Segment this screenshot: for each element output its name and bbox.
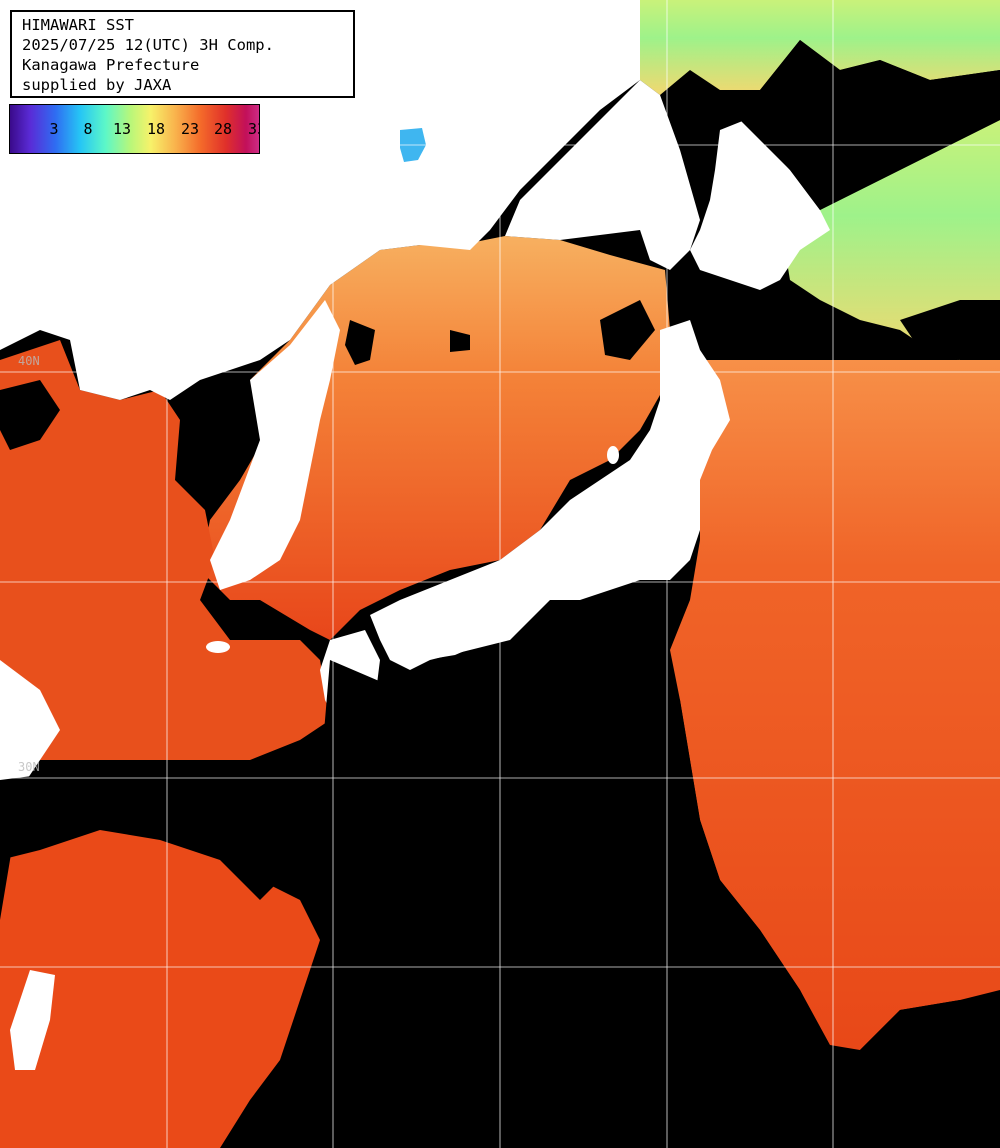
region-name: Kanagawa Prefecture	[22, 56, 200, 74]
land-taiwan	[10, 970, 55, 1070]
island-dot	[607, 446, 619, 464]
legend-tick-label: 18	[146, 120, 166, 138]
land-hokkaido	[690, 120, 830, 290]
northeast-cool-sst	[780, 120, 1000, 360]
land-shikoku	[408, 612, 500, 660]
product-title: HIMAWARI SST	[22, 16, 134, 34]
legend-gradient-bar	[10, 105, 259, 153]
legend-tick-label: 28	[213, 120, 233, 138]
island-dot	[206, 641, 230, 653]
yellow-sea-sst	[0, 340, 330, 760]
land-china	[0, 0, 640, 400]
cloud-cover	[0, 40, 1000, 1148]
legend-tick-label: 23	[180, 120, 200, 138]
legend-tick-label: 8	[83, 120, 93, 138]
legend-ticks: 3 8 13 18 23 28 33	[10, 105, 259, 153]
pacific-sst	[670, 360, 1000, 1050]
land-china-south	[0, 660, 60, 800]
info-box: HIMAWARI SST 2025/07/25 12(UTC) 3H Comp.…	[10, 10, 355, 98]
northwest-cool-sst	[640, 0, 1000, 95]
lat-label-30n: 30N	[18, 760, 40, 774]
land-russia	[505, 80, 700, 270]
data-credit: supplied by JAXA	[22, 76, 172, 94]
lat-label-40n: 40N	[18, 354, 40, 368]
legend-tick-label: 3	[49, 120, 59, 138]
legend-tick-label: 13	[112, 120, 132, 138]
legend-tick-label: 33	[247, 120, 259, 138]
land-honshu	[370, 320, 730, 670]
color-scale-legend: 3 8 13 18 23 28 33	[9, 104, 260, 154]
timestamp: 2025/07/25 12(UTC) 3H Comp.	[22, 36, 274, 54]
land-korea	[210, 300, 340, 590]
